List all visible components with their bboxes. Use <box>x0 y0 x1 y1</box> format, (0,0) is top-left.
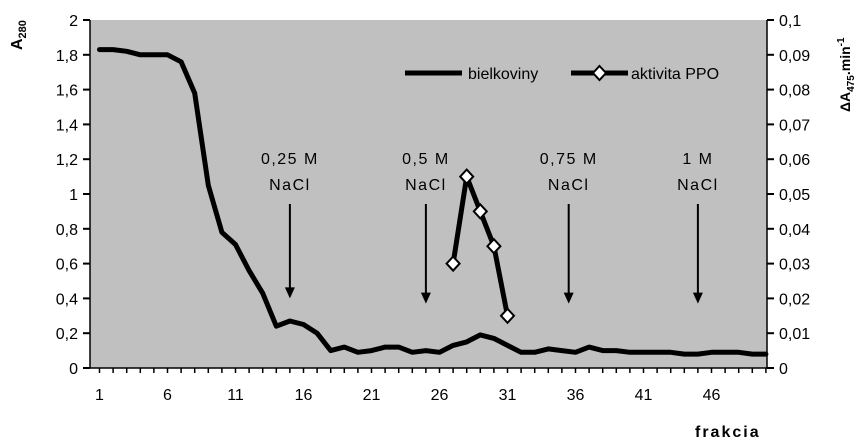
annotation-concentration: 1 M <box>682 151 713 168</box>
y-left-tick-label: 1,8 <box>56 48 78 65</box>
y-left-axis: 0 0,2 0,4 0,6 0,8 1 1,2 1,4 1,6 1,8 2 <box>56 13 91 378</box>
y-right-axis: 0 0,01 0,02 0,03 0,04 0,05 0,06 0,07 0,08 0,09 0,1 <box>766 13 810 378</box>
y-left-tick-label: 0,6 <box>56 257 78 274</box>
annotation-arrow-head <box>563 292 574 304</box>
data-point-aktivita-ppo <box>458 168 475 186</box>
y-left-tick-label: 1,2 <box>56 152 78 169</box>
y-right-tick-label: 0,03 <box>779 257 810 274</box>
legend-label-bielkoviny: bielkoviny <box>468 66 538 83</box>
y-right-tick-label: 0,05 <box>779 187 810 204</box>
series-line-bielkoviny <box>97 47 769 357</box>
y-left-tick-label: 1 <box>69 187 78 204</box>
annotation-salt: NaCl <box>405 177 447 194</box>
x-tick-label: 26 <box>431 387 449 404</box>
data-point-aktivita-ppo <box>472 202 489 220</box>
annotation-concentration: 0,75 M <box>540 151 598 168</box>
y-right-tick-label: 0,09 <box>779 48 810 65</box>
annotation-salt: NaCl <box>548 177 590 194</box>
y-left-tick-label: 0,8 <box>56 222 78 239</box>
x-tick-label: 31 <box>499 387 517 404</box>
annotation-arrow-head <box>284 287 295 299</box>
y-right-tick-label: 0,02 <box>779 291 810 308</box>
y-right-tick-label: 0,01 <box>779 326 810 343</box>
y-right-tick-label: 0,06 <box>779 152 810 169</box>
data-point-aktivita-ppo <box>486 237 502 255</box>
y-right-tick-label: 0,08 <box>779 83 810 100</box>
x-axis: 1 6 11 16 21 26 31 36 41 46 <box>90 367 767 404</box>
x-tick-label: 46 <box>703 387 721 404</box>
annotation-arrow-head <box>420 292 431 304</box>
y-left-tick-label: 0,2 <box>56 326 78 343</box>
y-right-tick-label: 0,1 <box>779 13 801 30</box>
x-tick-label: 11 <box>227 387 244 404</box>
annotation-arrow-head <box>692 292 703 304</box>
y-left-tick-label: 2 <box>69 13 78 30</box>
legend-label-aktivita-ppo: aktivita PPO <box>631 66 719 83</box>
y-right-tick-label: 0,07 <box>779 117 810 134</box>
y-right-tick-label: 0,04 <box>779 222 810 239</box>
series-layer <box>97 47 769 357</box>
plot-area <box>90 20 767 368</box>
legend: bielkoviny aktivita PPO <box>405 64 719 83</box>
y-left-tick-label: 1,6 <box>56 83 78 100</box>
x-tick-label: 41 <box>635 387 653 404</box>
y-left-tick-label: 0 <box>69 361 78 378</box>
x-tick-label: 16 <box>295 387 313 404</box>
x-tick-label: 21 <box>363 387 381 404</box>
annotations: 0,25 M NaCl 0,5 M NaCl 0,75 M NaCl 1 M NaCl <box>261 151 719 304</box>
y-right-axis-title: ΔA475.min-1 <box>836 37 857 112</box>
y-left-tick-label: 1,4 <box>56 117 78 134</box>
x-tick-label: 6 <box>163 387 172 404</box>
data-point-aktivita-ppo <box>499 307 516 325</box>
annotation-salt: NaCl <box>677 177 719 194</box>
annotation-concentration: 0,5 M <box>402 151 450 168</box>
y-left-tick-label: 0,4 <box>56 291 78 308</box>
x-axis-title: frakcia <box>695 424 761 441</box>
legend-marker-aktivita-ppo <box>591 64 608 82</box>
data-point-aktivita-ppo <box>445 255 461 273</box>
x-tick-label: 1 <box>95 387 104 404</box>
y-right-tick-label: 0 <box>779 361 788 378</box>
annotation-concentration: 0,25 M <box>261 151 319 168</box>
x-tick-label: 36 <box>567 387 585 404</box>
annotation-salt: NaCl <box>269 177 311 194</box>
y-left-axis-title: A280 <box>9 20 29 50</box>
